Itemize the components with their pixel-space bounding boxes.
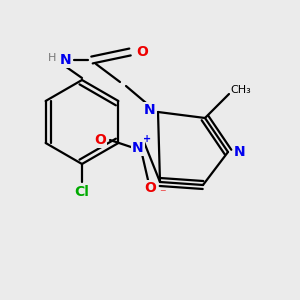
Text: N: N [234, 145, 246, 159]
Text: O: O [144, 181, 156, 195]
Text: +: + [143, 134, 151, 144]
Text: H: H [48, 53, 56, 63]
Text: Cl: Cl [75, 185, 89, 199]
Text: N: N [132, 141, 144, 155]
Text: O: O [136, 45, 148, 59]
Text: N: N [60, 53, 72, 67]
Text: ⁻: ⁻ [159, 188, 165, 200]
Text: O: O [94, 133, 106, 147]
Text: CH₃: CH₃ [231, 85, 251, 95]
Text: N: N [144, 103, 156, 117]
